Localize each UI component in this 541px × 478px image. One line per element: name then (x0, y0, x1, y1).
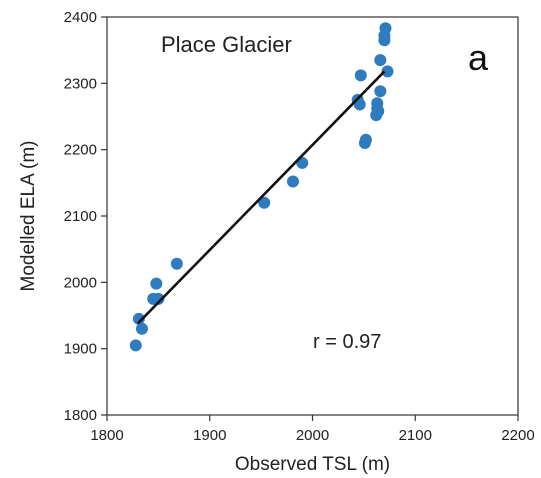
data-point (132, 312, 145, 325)
data-point (170, 257, 183, 270)
x-tick-label: 1900 (193, 427, 226, 444)
data-point (353, 98, 366, 111)
y-tick-label: 2000 (64, 274, 97, 291)
y-tick-label: 2400 (64, 9, 97, 26)
data-point (372, 105, 385, 118)
y-tick-label: 2200 (64, 142, 97, 159)
regression-line (136, 70, 386, 325)
data-point (150, 277, 163, 290)
correlation-annotation: r = 0.97 (313, 331, 381, 353)
data-point (129, 339, 142, 352)
data-point (354, 69, 367, 82)
plot-frame (106, 16, 519, 416)
x-tick-label: 2000 (296, 427, 329, 444)
data-point (374, 54, 387, 67)
y-tick-label: 2300 (64, 75, 97, 92)
data-point (374, 85, 387, 98)
y-tick-label: 2100 (64, 208, 97, 225)
data-point (286, 175, 299, 188)
data-point (379, 22, 392, 35)
y-tick-label: 1900 (64, 341, 97, 358)
data-point (135, 322, 148, 335)
x-axis-label: Observed TSL (m) (235, 454, 390, 475)
panel-label: a (468, 37, 489, 78)
x-tick-label: 2200 (501, 427, 534, 444)
data-point (258, 196, 271, 209)
data-point (152, 292, 165, 305)
y-tick-label: 1800 (64, 407, 97, 424)
chart-title: Place Glacier (161, 32, 292, 57)
data-point (359, 133, 372, 146)
y-axis-label: Modelled ELA (m) (18, 140, 39, 291)
data-point (381, 65, 394, 78)
x-tick-label: 2100 (399, 427, 432, 444)
x-tick-label: 1800 (90, 427, 123, 444)
